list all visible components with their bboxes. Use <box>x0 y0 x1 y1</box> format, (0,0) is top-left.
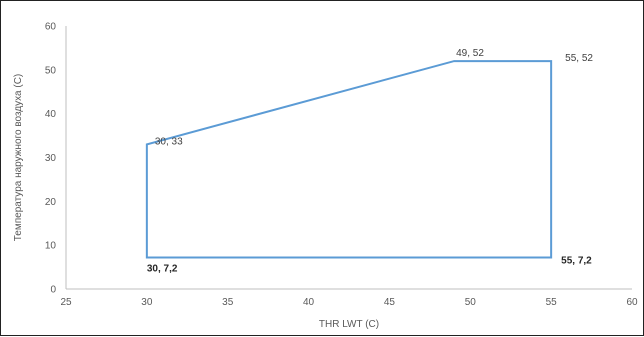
y-tick-labels: 0 10 20 30 40 50 60 <box>45 22 57 296</box>
data-point-label: 55, 52 <box>565 53 593 64</box>
x-tick-label: 40 <box>303 297 315 308</box>
y-tick-label: 10 <box>45 241 57 252</box>
y-tick-label: 20 <box>45 197 57 208</box>
y-axis-title: Температура наружного воздуха (C) <box>13 74 24 242</box>
y-tick-label: 30 <box>45 153 57 164</box>
point-labels: 30, 7,2 30, 33 49, 52 55, 52 55, 7,2 <box>147 48 594 274</box>
y-tick-label: 40 <box>45 109 57 120</box>
data-point-label: 30, 7,2 <box>147 263 178 274</box>
x-tick-label: 60 <box>626 297 638 308</box>
data-point-label: 55, 7,2 <box>561 255 592 266</box>
envelope-series-line <box>145 60 553 259</box>
axes <box>65 26 632 290</box>
y-tick-label: 50 <box>45 65 57 76</box>
x-tick-label: 55 <box>546 297 558 308</box>
x-axis-title: THR LWT (C) <box>319 319 379 330</box>
data-point-label: 30, 33 <box>155 136 183 147</box>
series-layer <box>145 60 553 259</box>
x-tick-label: 35 <box>222 297 234 308</box>
x-tick-label: 50 <box>465 297 477 308</box>
x-tick-label: 30 <box>141 297 153 308</box>
x-tick-label: 25 <box>60 297 72 308</box>
x-tick-labels: 25 30 35 40 45 50 55 60 <box>60 297 638 308</box>
data-point-label: 49, 52 <box>456 48 484 59</box>
y-tick-label: 60 <box>45 22 57 33</box>
x-tick-label: 45 <box>384 297 396 308</box>
y-tick-label: 0 <box>50 285 56 296</box>
